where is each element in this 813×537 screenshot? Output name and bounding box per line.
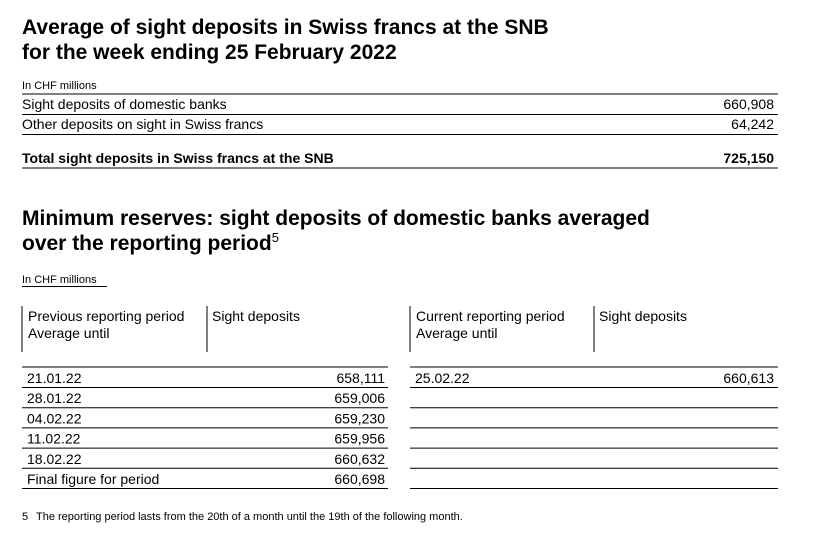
row-label: 25.02.22 bbox=[415, 370, 470, 386]
title: over the reporting period5 bbox=[22, 230, 279, 255]
row-value: 660,698 bbox=[334, 471, 385, 487]
row-value: 658,111 bbox=[336, 370, 385, 386]
title: for the week ending 25 February 2022 bbox=[22, 41, 397, 64]
row-label: 28.01.22 bbox=[27, 390, 82, 406]
title: Minimum reserves: sight deposits of dome… bbox=[22, 207, 650, 230]
row-value: 660,908 bbox=[723, 96, 774, 112]
title-text: over the reporting period bbox=[22, 232, 272, 255]
total-value: 725,150 bbox=[723, 150, 774, 166]
header: Average until bbox=[416, 325, 497, 341]
row-value: 659,230 bbox=[334, 410, 385, 426]
row-label: Sight deposits of domestic banks bbox=[22, 96, 227, 112]
row-label: 04.02.22 bbox=[27, 410, 82, 426]
header: Sight deposits bbox=[599, 308, 687, 324]
row-label: 18.02.22 bbox=[27, 451, 82, 467]
row-value: 660,632 bbox=[334, 451, 385, 467]
row-value: 659,956 bbox=[334, 431, 385, 447]
header: Average until bbox=[28, 325, 109, 341]
footnote-ref: 5 bbox=[272, 230, 279, 245]
unit: In CHF millions bbox=[22, 80, 97, 92]
total-label: Total sight deposits in Swiss francs at … bbox=[22, 150, 334, 166]
row-label: Other deposits on sight in Swiss francs bbox=[22, 116, 263, 132]
header: Previous reporting period bbox=[28, 308, 184, 324]
header: Sight deposits bbox=[212, 308, 300, 324]
row-label: 11.02.22 bbox=[27, 431, 81, 447]
row-label: Final figure for period bbox=[27, 471, 159, 487]
footnote-number: 5 bbox=[22, 511, 28, 523]
row-label: 21.01.22 bbox=[27, 370, 82, 386]
title: Average of sight deposits in Swiss franc… bbox=[22, 16, 549, 39]
footnote-text: The reporting period lasts from the 20th… bbox=[36, 511, 463, 523]
unit: In CHF millions bbox=[22, 274, 97, 286]
row-value: 660,613 bbox=[723, 370, 774, 386]
row-value: 659,006 bbox=[334, 390, 385, 406]
header: Current reporting period bbox=[416, 308, 565, 324]
row-value: 64,242 bbox=[731, 116, 774, 132]
